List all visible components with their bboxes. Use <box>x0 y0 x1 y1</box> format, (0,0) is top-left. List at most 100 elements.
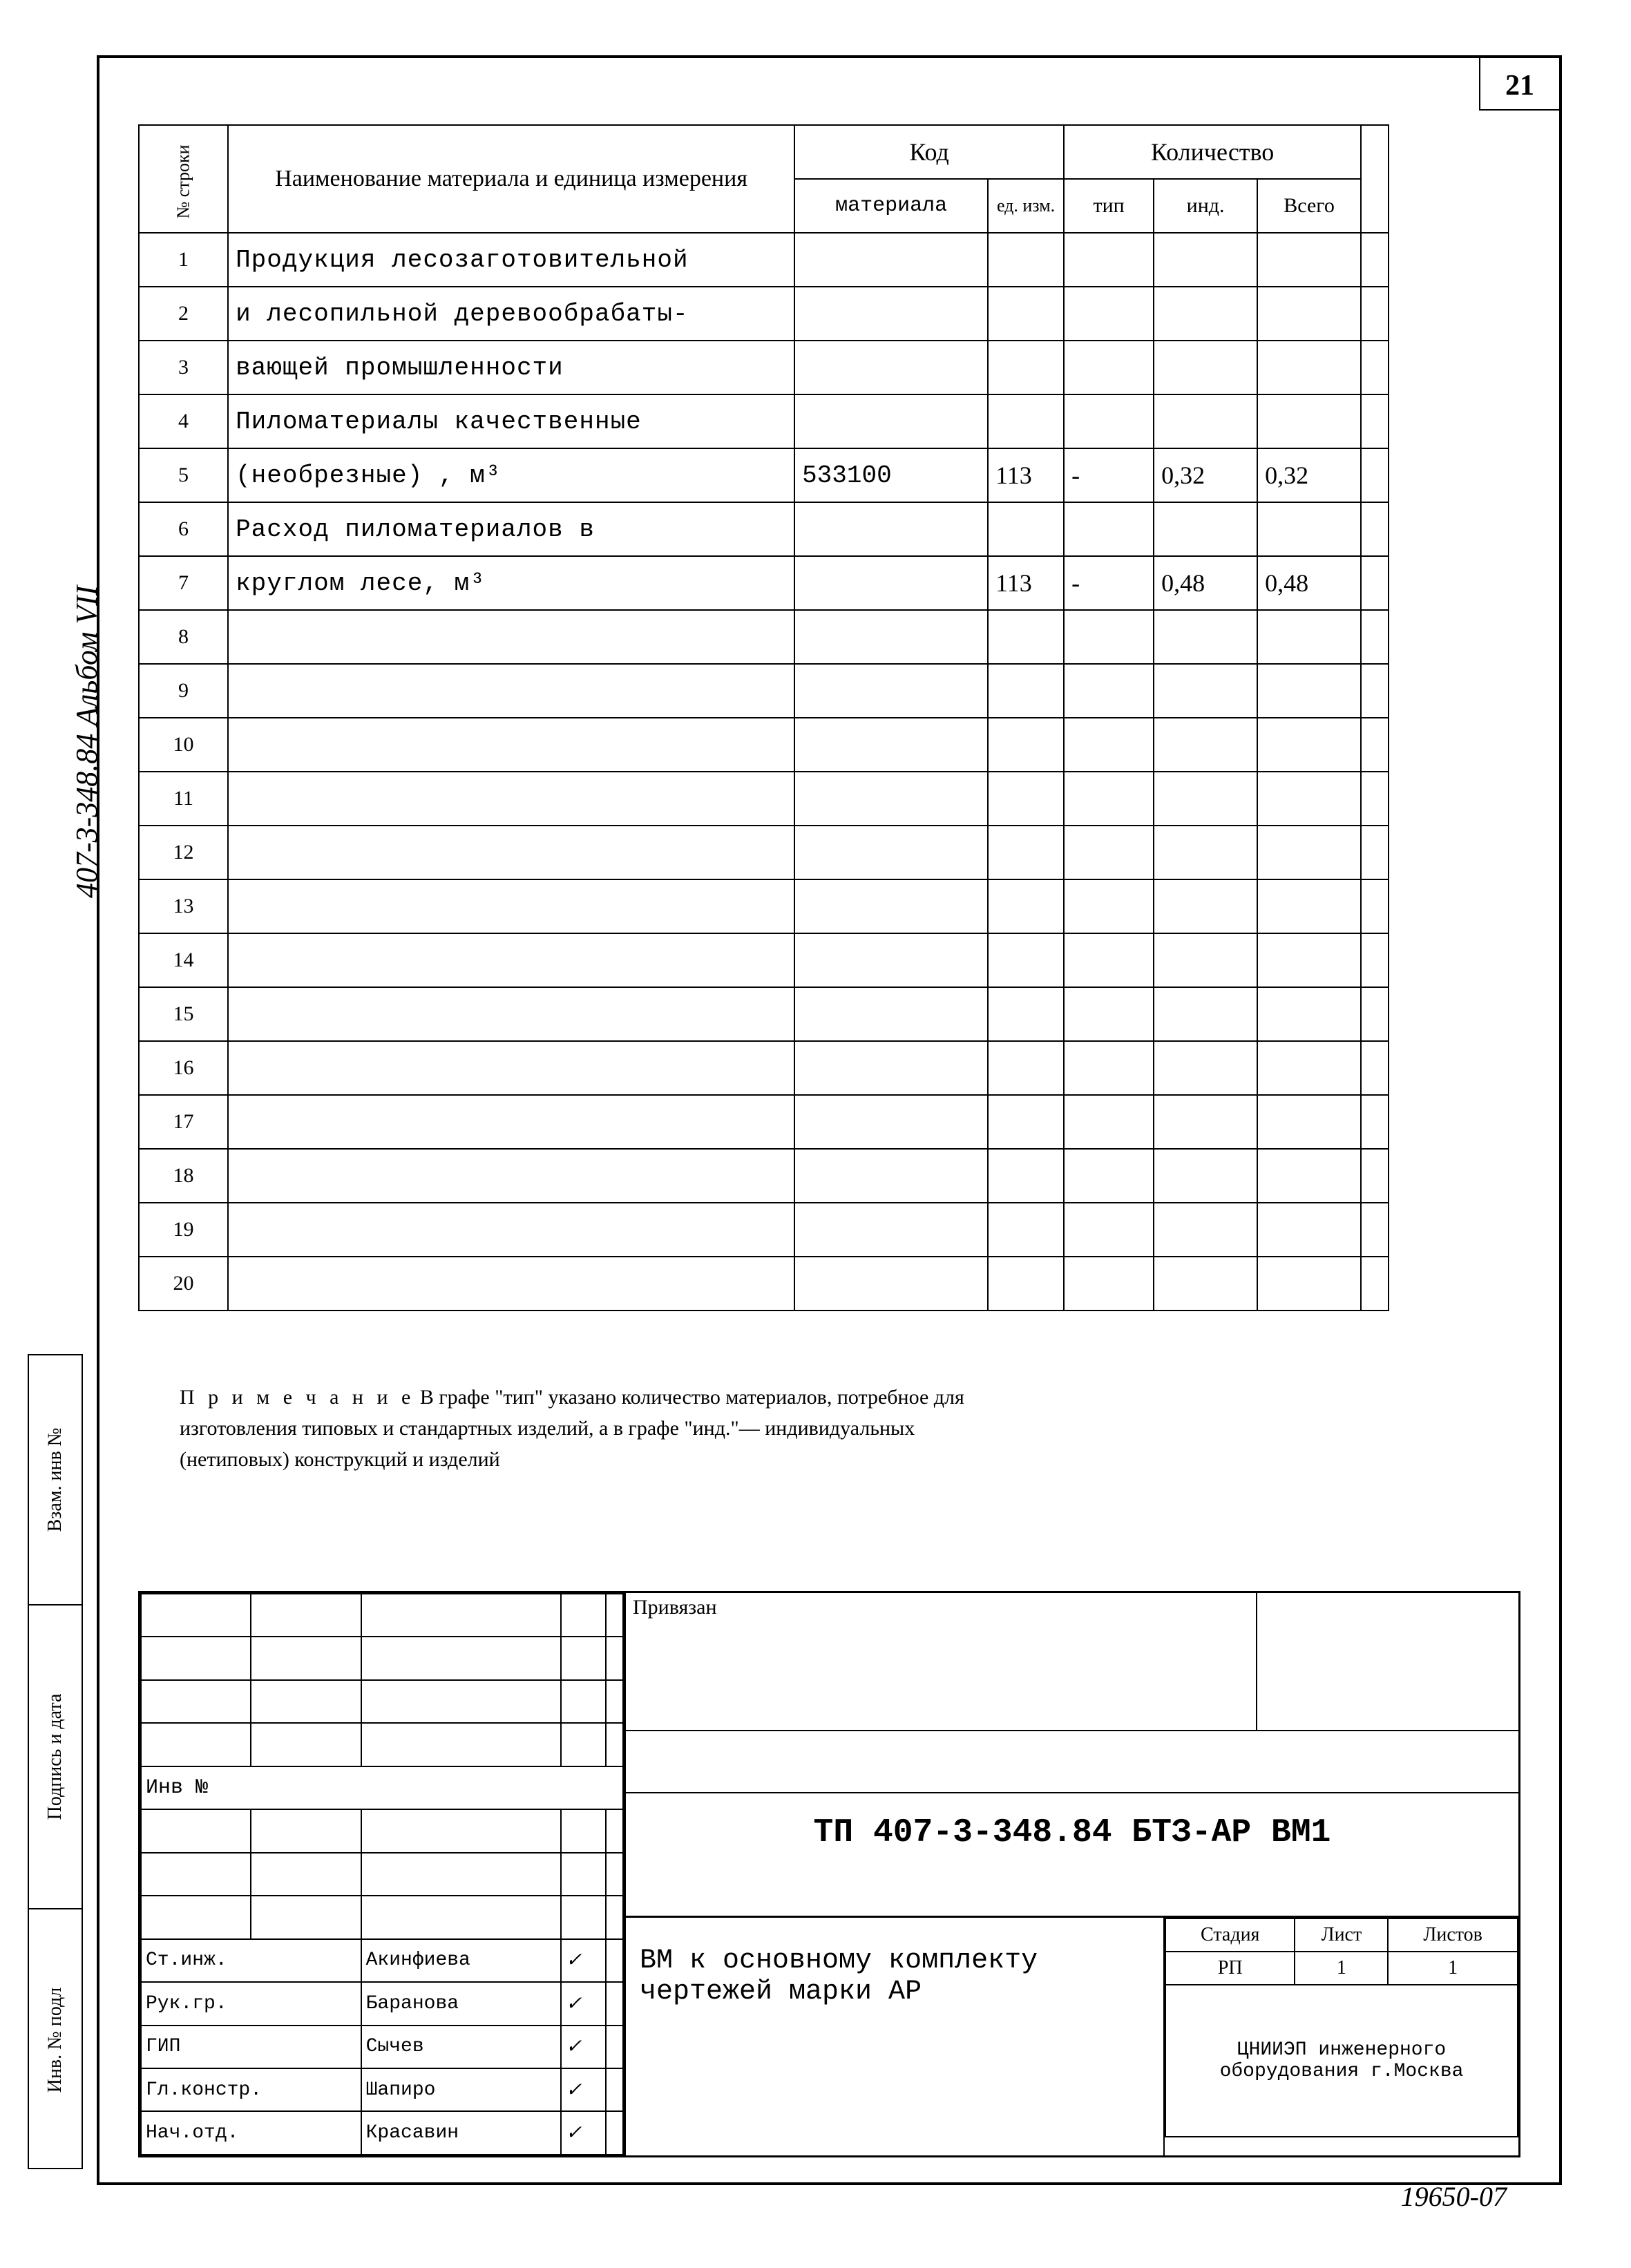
table-row: 4Пиломатериалы качественные <box>139 394 1389 448</box>
cell-material-code <box>794 556 988 610</box>
side-stamp: Взам. инв № Подпись и дата Инв. № подл <box>28 1354 83 2169</box>
cell-total <box>1257 1095 1361 1149</box>
cell-material-code <box>794 394 988 448</box>
table-row: 1Продукция лесозаготовительной <box>139 233 1389 287</box>
sheets-header: Листов <box>1388 1918 1518 1952</box>
page-number: 21 <box>1505 69 1534 102</box>
cell-name <box>228 1095 794 1149</box>
cell-ind <box>1154 1041 1257 1095</box>
row-number: 7 <box>139 556 228 610</box>
cell-ind: 0,48 <box>1154 556 1257 610</box>
cell-edge <box>1361 718 1389 772</box>
col-edge <box>1361 125 1389 233</box>
doc-description: ВМ к основному комплекту чертежей марки … <box>626 1918 1165 2155</box>
col-qty: Количество <box>1064 125 1361 179</box>
cell-ind <box>1154 394 1257 448</box>
sheet-value: 1 <box>1295 1952 1388 1985</box>
cell-unit <box>988 1203 1064 1257</box>
cell-tip <box>1064 1257 1154 1311</box>
cell-name: (необрезные) , м³ <box>228 448 794 502</box>
cell-edge <box>1361 664 1389 718</box>
cell-ind <box>1154 502 1257 556</box>
cell-tip <box>1064 610 1154 664</box>
cell-name: вающей промышленности <box>228 341 794 394</box>
row-number: 12 <box>139 826 228 879</box>
cell-unit <box>988 610 1064 664</box>
role-name: Красавин <box>361 2111 561 2155</box>
doc-number: ТП 407-3-348.84 БТЗ-АР ВМ1 <box>626 1793 1518 1918</box>
cell-tip <box>1064 1149 1154 1203</box>
cell-tip <box>1064 394 1154 448</box>
cell-unit <box>988 502 1064 556</box>
col-tip: тип <box>1064 179 1154 233</box>
cell-unit <box>988 1149 1064 1203</box>
signature-row: Ст.инж.Акинфиева✓ <box>141 1939 623 1982</box>
cell-total <box>1257 233 1361 287</box>
table-row: 9 <box>139 664 1389 718</box>
cell-total <box>1257 826 1361 879</box>
signature-row: ГИПСычев✓ <box>141 2026 623 2068</box>
cell-material-code <box>794 987 988 1041</box>
cell-ind <box>1154 1203 1257 1257</box>
materials-table: № строки Наименование материала и единиц… <box>138 124 1389 1311</box>
role-label: Рук.гр. <box>141 1982 361 2025</box>
signature-icon: ✓ <box>561 1939 607 1982</box>
col-code: Код <box>794 125 1064 179</box>
role-name: Акинфиева <box>361 1939 561 1982</box>
cell-ind <box>1154 1149 1257 1203</box>
col-name: Наименование материала и единица измерен… <box>228 125 794 233</box>
cell-tip <box>1064 1203 1154 1257</box>
cell-unit <box>988 826 1064 879</box>
cell-total <box>1257 718 1361 772</box>
cell-total <box>1257 987 1361 1041</box>
cell-name <box>228 1149 794 1203</box>
revision-grid: Инв № Ст.инж.Акинфиева✓ Рук.гр.Баранова✓… <box>140 1593 624 2155</box>
role-label: Ст.инж. <box>141 1939 361 1982</box>
cell-ind <box>1154 664 1257 718</box>
cell-unit <box>988 394 1064 448</box>
cell-total <box>1257 1149 1361 1203</box>
table-row: 8 <box>139 610 1389 664</box>
cell-tip <box>1064 879 1154 933</box>
cell-unit <box>988 718 1064 772</box>
table-row: 7круглом лесе, м³113-0,480,48 <box>139 556 1389 610</box>
cell-ind: 0,32 <box>1154 448 1257 502</box>
page: 21 407-3-348.84 Альбом VII Взам. инв № П… <box>28 28 1603 2240</box>
col-material: материала <box>794 179 988 233</box>
cell-total <box>1257 664 1361 718</box>
signature-row: Рук.гр.Баранова✓ <box>141 1982 623 2025</box>
table-row: 17 <box>139 1095 1389 1149</box>
cell-name <box>228 1257 794 1311</box>
cell-unit <box>988 233 1064 287</box>
cell-tip <box>1064 1041 1154 1095</box>
cell-edge <box>1361 556 1389 610</box>
cell-name: Продукция лесозаготовительной <box>228 233 794 287</box>
row-number: 3 <box>139 341 228 394</box>
cell-name <box>228 987 794 1041</box>
cell-material-code <box>794 233 988 287</box>
cell-edge <box>1361 826 1389 879</box>
cell-tip <box>1064 933 1154 987</box>
cell-unit <box>988 879 1064 933</box>
row-number: 8 <box>139 610 228 664</box>
cell-unit: 113 <box>988 448 1064 502</box>
cell-material-code <box>794 287 988 341</box>
cell-material-code <box>794 610 988 664</box>
cell-total <box>1257 1257 1361 1311</box>
signature-icon: ✓ <box>561 1982 607 2025</box>
cell-material-code <box>794 1257 988 1311</box>
cell-material-code <box>794 1041 988 1095</box>
cell-total: 0,48 <box>1257 556 1361 610</box>
cell-unit <box>988 1041 1064 1095</box>
sheet-header: Лист <box>1295 1918 1388 1952</box>
cell-ind <box>1154 879 1257 933</box>
row-number: 2 <box>139 287 228 341</box>
table-row: 15 <box>139 987 1389 1041</box>
cell-edge <box>1361 1257 1389 1311</box>
role-label: Нач.отд. <box>141 2111 361 2155</box>
cell-ind <box>1154 826 1257 879</box>
cell-name <box>228 772 794 826</box>
table-row: 19 <box>139 1203 1389 1257</box>
cell-edge <box>1361 1149 1389 1203</box>
cell-ind <box>1154 933 1257 987</box>
